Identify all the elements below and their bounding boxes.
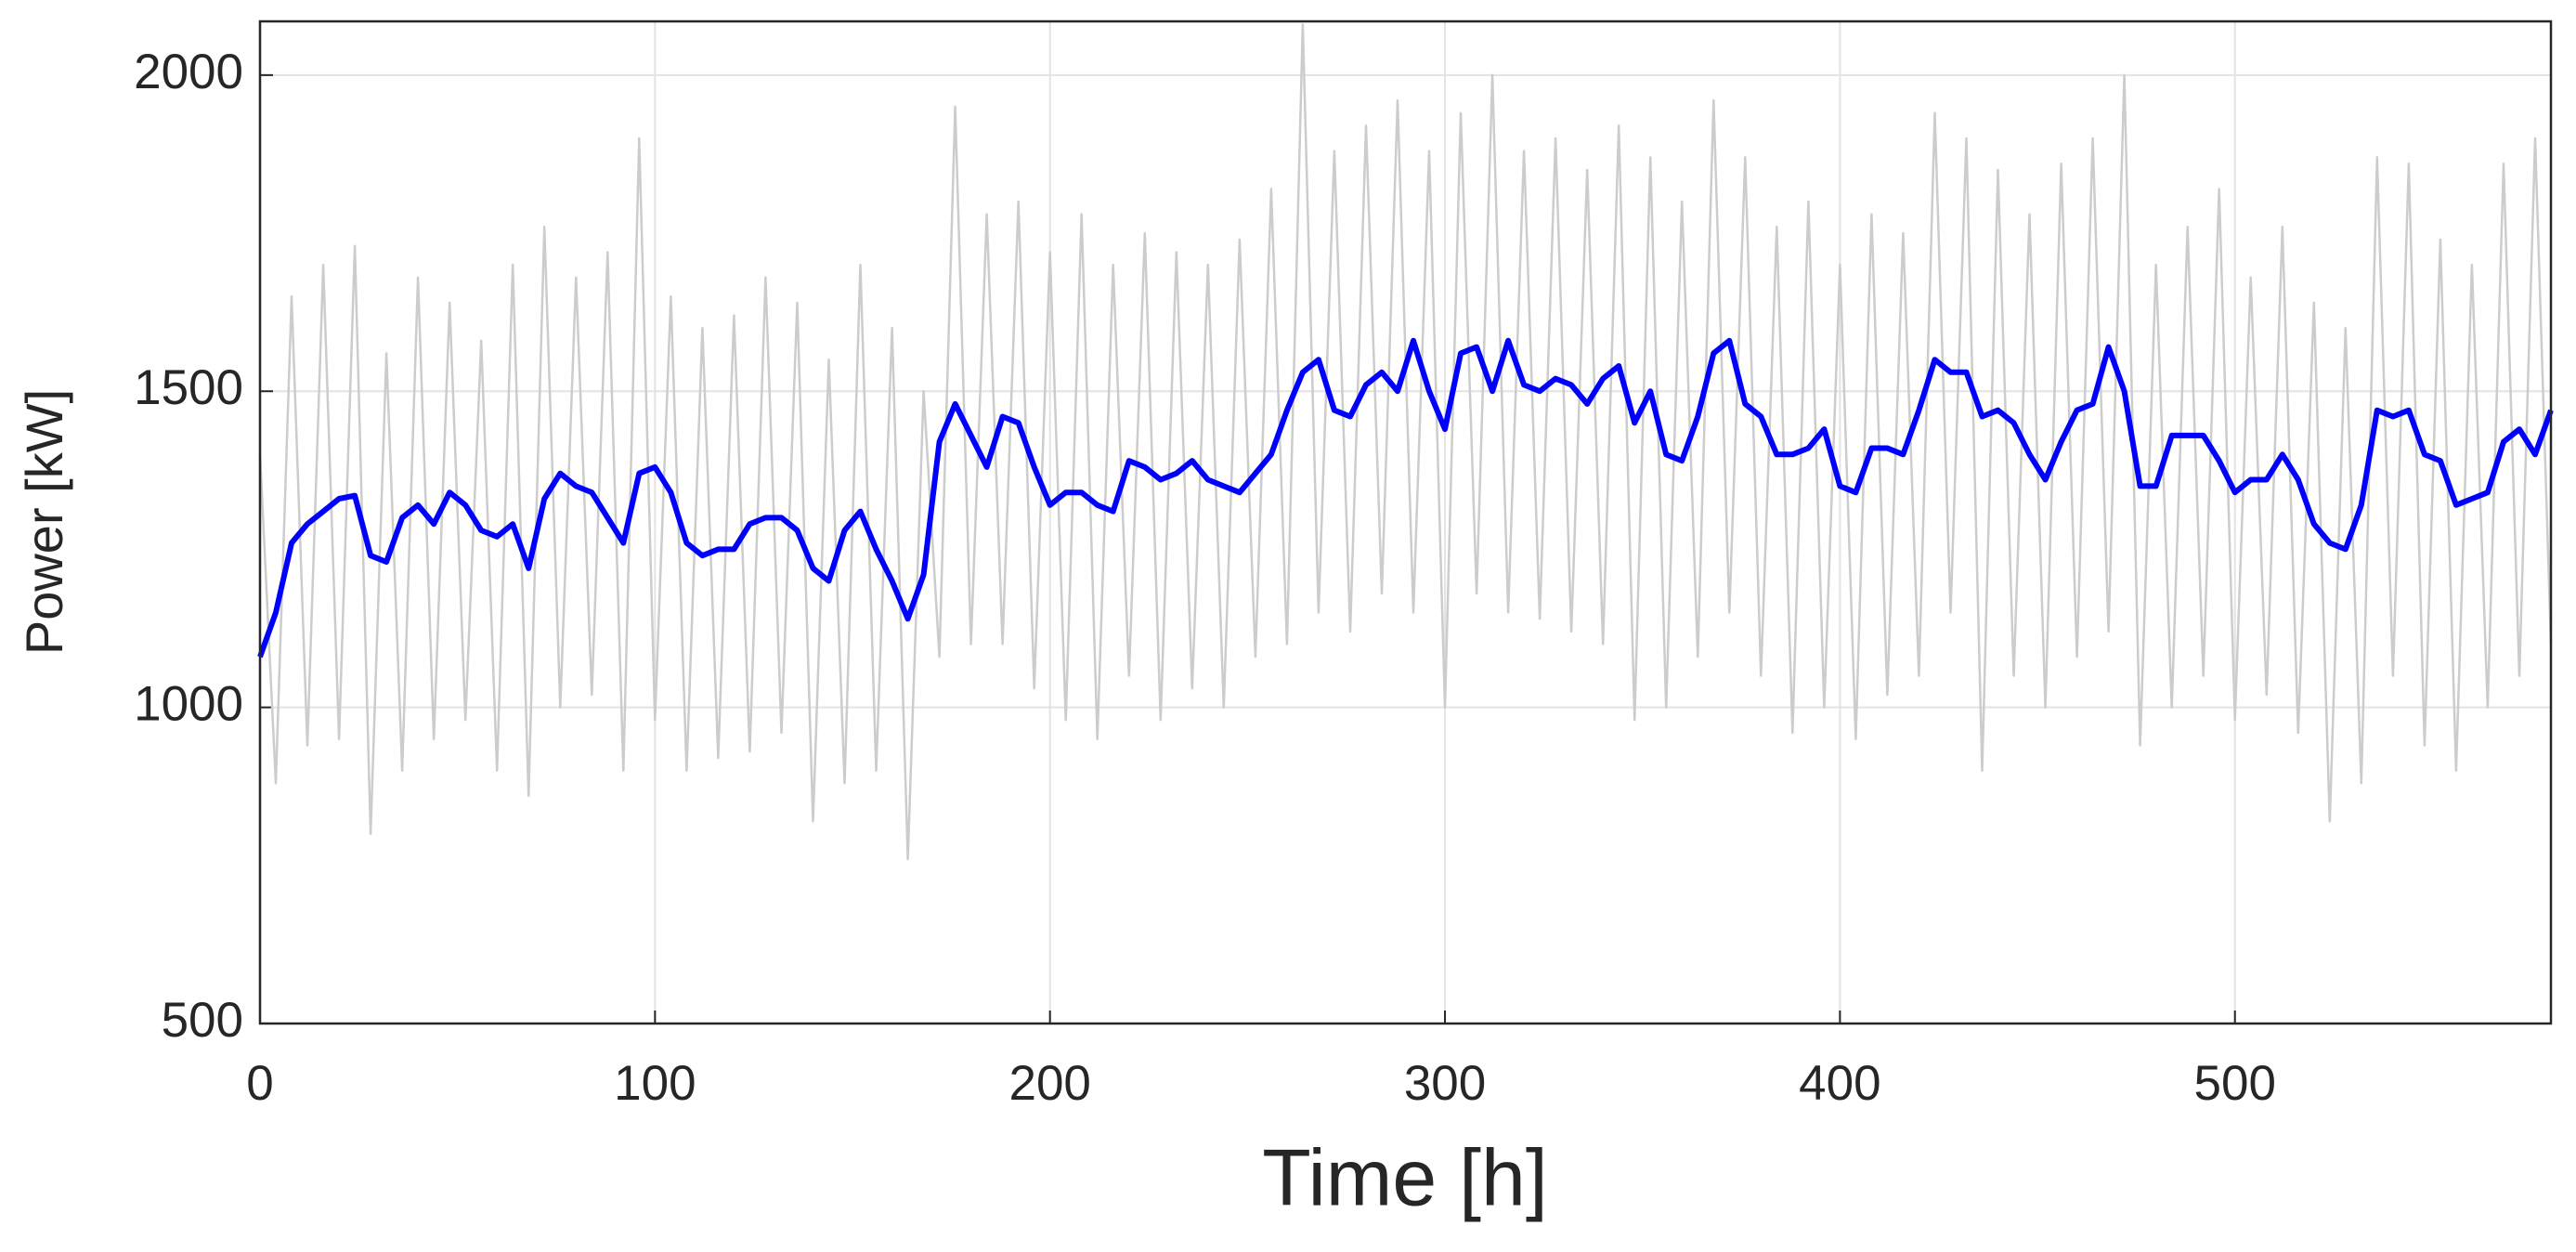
plot-area xyxy=(260,21,2551,1024)
x-tick-label: 200 xyxy=(1008,1056,1090,1111)
x-tick-label: 400 xyxy=(1799,1056,1880,1111)
x-tick-label: 100 xyxy=(614,1056,696,1111)
y-tick-label: 2000 xyxy=(134,45,243,99)
x-tick-label: 0 xyxy=(246,1056,273,1111)
y-tick-label: 1000 xyxy=(134,677,243,732)
data-line xyxy=(258,23,2553,861)
x-axis-label: Time [h] xyxy=(1262,1134,1547,1223)
x-tick-label: 500 xyxy=(2194,1056,2276,1111)
y-tick-label: 1500 xyxy=(134,360,243,415)
data-line xyxy=(257,337,2554,659)
y-axis-label: Power [kW] xyxy=(15,389,73,655)
x-tick-label: 300 xyxy=(1404,1056,1486,1111)
axes-box xyxy=(258,20,2553,1025)
y-tick-label: 500 xyxy=(162,993,243,1048)
